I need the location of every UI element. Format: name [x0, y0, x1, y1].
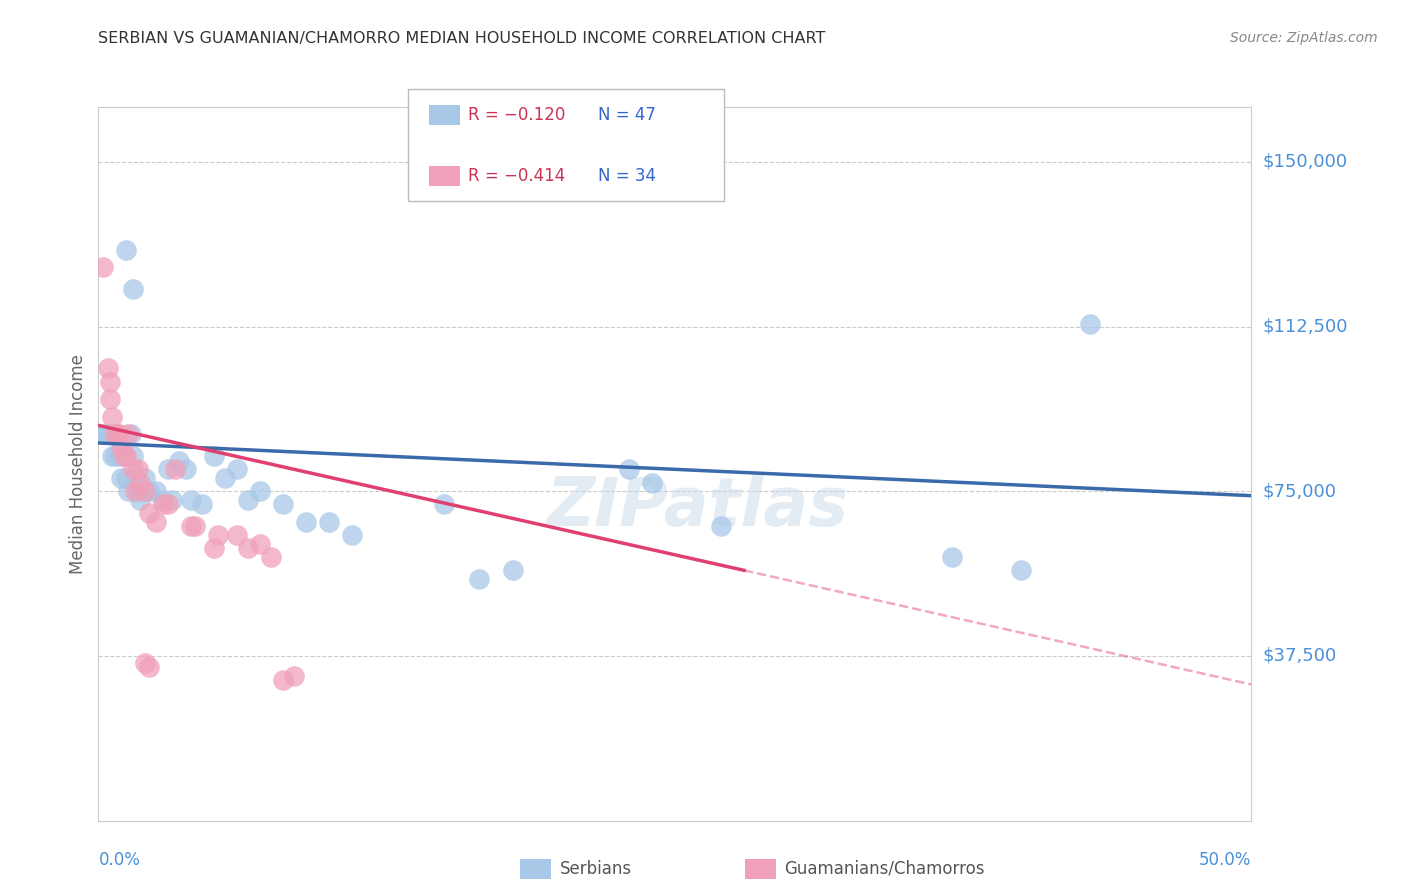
- Point: [103, 449, 125, 463]
- Text: SERBIAN VS GUAMANIAN/CHAMORRO MEDIAN HOUSEHOLD INCOME CORRELATION CHART: SERBIAN VS GUAMANIAN/CHAMORRO MEDIAN HOU…: [98, 31, 825, 46]
- Text: $150,000: $150,000: [1263, 153, 1347, 171]
- Point: [468, 572, 491, 586]
- Point: [710, 519, 733, 533]
- Text: ZIPatlas: ZIPatlas: [547, 474, 849, 540]
- Point: [433, 498, 456, 512]
- Point: [1010, 563, 1032, 577]
- Point: [94, 427, 117, 442]
- Point: [134, 656, 156, 670]
- Point: [207, 528, 229, 542]
- Point: [127, 462, 149, 476]
- Point: [502, 563, 524, 577]
- Point: [129, 475, 152, 490]
- Point: [1078, 318, 1101, 332]
- Point: [318, 515, 340, 529]
- Point: [138, 506, 160, 520]
- Point: [163, 462, 186, 476]
- Point: [145, 484, 167, 499]
- Point: [115, 243, 138, 257]
- Point: [260, 550, 283, 565]
- Point: [101, 449, 124, 463]
- Point: [98, 375, 121, 389]
- Point: [112, 449, 135, 463]
- Text: Source: ZipAtlas.com: Source: ZipAtlas.com: [1230, 31, 1378, 45]
- Text: $112,500: $112,500: [1263, 318, 1348, 335]
- Text: $75,000: $75,000: [1263, 483, 1337, 500]
- Point: [122, 449, 145, 463]
- Point: [122, 462, 145, 476]
- Point: [167, 453, 190, 467]
- Point: [117, 427, 139, 442]
- Point: [127, 484, 149, 499]
- Y-axis label: Median Household Income: Median Household Income: [69, 354, 87, 574]
- Point: [124, 484, 146, 499]
- Point: [152, 498, 174, 512]
- Point: [617, 462, 640, 476]
- Point: [110, 441, 132, 455]
- Point: [134, 471, 156, 485]
- Point: [105, 427, 128, 442]
- Point: [225, 528, 247, 542]
- Point: [340, 528, 363, 542]
- Point: [641, 475, 664, 490]
- Text: N = 47: N = 47: [598, 106, 655, 124]
- Point: [160, 493, 183, 508]
- Point: [120, 427, 142, 442]
- Point: [156, 498, 179, 512]
- Point: [98, 427, 121, 442]
- Text: 0.0%: 0.0%: [98, 851, 141, 869]
- Point: [283, 669, 305, 683]
- Point: [180, 519, 202, 533]
- Point: [214, 471, 236, 485]
- Text: Guamanians/Chamorros: Guamanians/Chamorros: [785, 860, 986, 878]
- Text: $37,500: $37,500: [1263, 647, 1337, 665]
- Point: [105, 427, 128, 442]
- Point: [238, 493, 260, 508]
- Point: [97, 361, 120, 376]
- Point: [129, 493, 152, 508]
- Point: [112, 449, 135, 463]
- Point: [295, 515, 318, 529]
- Point: [249, 537, 271, 551]
- Point: [98, 392, 121, 406]
- Point: [202, 541, 225, 556]
- Point: [202, 449, 225, 463]
- Point: [117, 484, 139, 499]
- Point: [941, 550, 963, 565]
- Point: [191, 498, 214, 512]
- Point: [271, 498, 294, 512]
- Point: [101, 409, 124, 424]
- Point: [249, 484, 271, 499]
- Point: [145, 515, 167, 529]
- Point: [174, 462, 197, 476]
- Point: [115, 471, 138, 485]
- Point: [108, 427, 131, 442]
- Point: [238, 541, 260, 556]
- Point: [110, 471, 132, 485]
- Point: [91, 260, 114, 275]
- Text: N = 34: N = 34: [598, 167, 655, 185]
- Point: [124, 471, 146, 485]
- Text: Serbians: Serbians: [560, 860, 631, 878]
- Point: [225, 462, 247, 476]
- Point: [115, 449, 138, 463]
- Point: [103, 427, 125, 442]
- Point: [122, 282, 145, 296]
- Point: [152, 493, 174, 508]
- Text: R = −0.414: R = −0.414: [468, 167, 565, 185]
- Point: [138, 484, 160, 499]
- Text: 50.0%: 50.0%: [1199, 851, 1251, 869]
- Point: [134, 484, 156, 499]
- Point: [108, 449, 131, 463]
- Point: [156, 462, 179, 476]
- Point: [180, 493, 202, 508]
- Point: [271, 673, 294, 687]
- Point: [138, 660, 160, 674]
- Point: [184, 519, 207, 533]
- Point: [91, 427, 114, 442]
- Text: R = −0.120: R = −0.120: [468, 106, 565, 124]
- Point: [97, 427, 120, 442]
